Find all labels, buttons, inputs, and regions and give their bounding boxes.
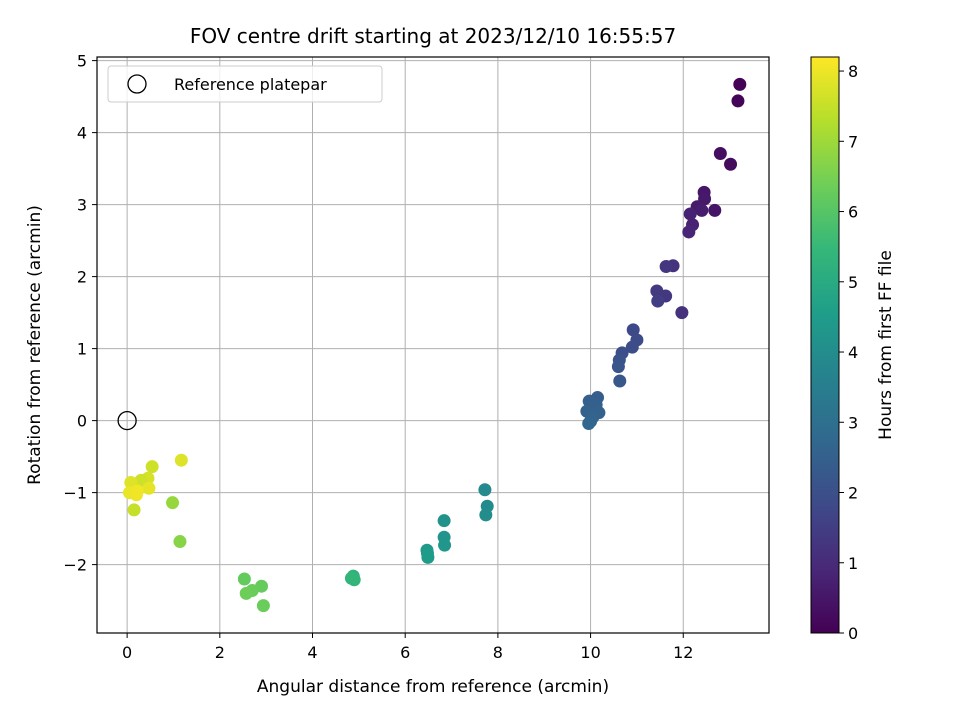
scatter-point — [479, 508, 493, 522]
plot-frame — [96, 56, 770, 634]
scatter-point — [651, 294, 665, 308]
scatter-point — [626, 323, 640, 337]
scatter-point — [478, 483, 492, 497]
legend-entry-reference-platepar: Reference platepar — [174, 75, 327, 94]
colorbar-tick-label: 5 — [848, 273, 858, 292]
x-tick-label: 6 — [400, 643, 410, 662]
scatter-point — [733, 77, 747, 91]
x-tick-label: 12 — [673, 643, 693, 662]
colorbar — [810, 56, 840, 634]
colorbar-tick-label: 0 — [848, 624, 858, 643]
grid-lines — [97, 57, 769, 633]
scatter-point — [256, 599, 270, 613]
scatter-point — [613, 374, 627, 388]
scatter-point — [134, 473, 148, 487]
reference-marker — [117, 410, 137, 431]
colorbar-tick-label: 2 — [848, 484, 858, 503]
x-ticks: 0 2 4 6 8 10 12 — [122, 633, 693, 662]
colorbar-tick-label: 3 — [848, 413, 858, 432]
scatter-point — [130, 484, 144, 498]
x-axis-label: Angular distance from reference (arcmin) — [257, 677, 609, 697]
y-tick-label: 5 — [77, 52, 87, 71]
scatter-point — [682, 225, 696, 239]
colorbar-tick-label: 7 — [848, 132, 858, 151]
colorbar-label: Hours from first FF file — [876, 250, 896, 440]
y-tick-label: 3 — [77, 196, 87, 215]
scatter-point — [347, 573, 361, 587]
scatter-point — [438, 538, 452, 552]
y-tick-label: −2 — [63, 556, 87, 575]
scatter-point — [724, 157, 738, 171]
scatter-point — [239, 586, 253, 600]
y-ticks: −2 −1 0 1 2 3 4 5 — [63, 52, 97, 575]
reference-platepar-marker — [117, 410, 137, 431]
colorbar-tick-label: 8 — [848, 62, 858, 81]
scatter-point — [708, 203, 722, 217]
scatter-point — [421, 550, 435, 564]
data-points — [122, 77, 747, 613]
x-tick-label: 2 — [215, 643, 225, 662]
scatter-point — [237, 572, 251, 586]
chart-title: FOV centre drift starting at 2023/12/10 … — [190, 24, 676, 48]
scatter-point — [142, 481, 156, 495]
scatter-point — [166, 496, 180, 510]
colorbar-ticks: 0 1 2 3 4 5 6 7 8 — [839, 62, 858, 643]
x-tick-label: 8 — [493, 643, 503, 662]
y-tick-label: 1 — [77, 340, 87, 359]
x-tick-label: 0 — [122, 643, 132, 662]
legend: Reference platepar — [107, 65, 383, 103]
y-tick-label: 2 — [77, 268, 87, 287]
colorbar-tick-label: 1 — [848, 554, 858, 573]
y-tick-label: −1 — [63, 484, 87, 503]
y-tick-label: 4 — [77, 124, 87, 143]
y-tick-label: 0 — [77, 412, 87, 431]
scatter-point — [695, 203, 709, 217]
scatter-point — [659, 260, 673, 274]
colorbar-tick-label: 4 — [848, 343, 858, 362]
scatter-point — [145, 460, 159, 474]
colorbar-tick-label: 6 — [848, 203, 858, 222]
y-axis-label: Rotation from reference (arcmin) — [25, 205, 45, 485]
scatter-point — [173, 535, 187, 549]
scatter-point — [582, 416, 596, 430]
x-tick-label: 4 — [307, 643, 317, 662]
scatter-point — [731, 94, 745, 108]
x-tick-label: 10 — [580, 643, 600, 662]
scatter-point — [683, 207, 697, 221]
scatter-point — [675, 306, 689, 320]
legend-box — [107, 65, 383, 103]
scatter-point — [437, 514, 451, 528]
scatter-point — [127, 503, 141, 517]
scatter-point — [174, 453, 188, 467]
scatter-point — [611, 360, 625, 374]
scatter-point — [713, 146, 727, 160]
legend-marker-open-circle — [127, 74, 147, 94]
scatter-point — [625, 340, 639, 354]
